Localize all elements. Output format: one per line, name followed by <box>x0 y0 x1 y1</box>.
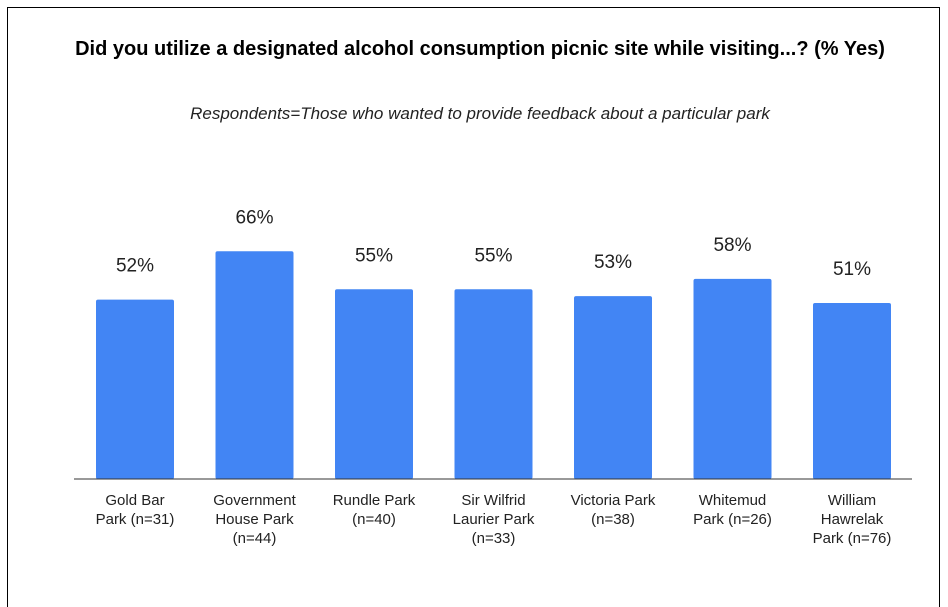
x-tick-label-4: Victoria Park (n=38) <box>571 492 656 528</box>
x-tick-line: (n=44) <box>233 530 277 547</box>
bar-chart: 52% 66% 55% 55% 53% 58% 51% Gold Bar Park (n=31… <box>74 207 912 547</box>
bar-1 <box>215 251 294 479</box>
x-tick-line: (n=40) <box>352 511 396 528</box>
x-tick-line: (n=38) <box>591 511 635 528</box>
x-tick-line: Park (n=26) <box>693 511 772 528</box>
x-tick-line: Hawrelak <box>821 511 884 528</box>
x-tick-line: (n=33) <box>472 530 516 547</box>
x-tick-line: Laurier Park <box>453 511 535 528</box>
x-tick-line: Victoria Park <box>571 492 656 509</box>
data-label-5: 58% <box>713 235 751 256</box>
x-tick-line: Park (n=76) <box>813 530 892 547</box>
x-tick-line: William <box>828 492 876 509</box>
x-tick-line: Sir Wilfrid <box>461 492 525 509</box>
x-tick-label-5: Whitemud Park (n=26) <box>693 492 772 528</box>
x-tick-line: Government <box>213 492 296 509</box>
bar-5 <box>693 278 772 479</box>
chart-frame <box>7 7 940 607</box>
data-label-2: 55% <box>355 245 393 266</box>
x-tick-line: Gold Bar <box>105 492 164 509</box>
x-tick-line: Park (n=31) <box>96 511 175 528</box>
data-label-1: 66% <box>235 207 273 228</box>
x-tick-label-0: Gold Bar Park (n=31) <box>96 492 175 528</box>
x-tick-label-2: Rundle Park (n=40) <box>333 492 416 528</box>
bar-0 <box>96 299 174 479</box>
x-tick-label-3: Sir Wilfrid Laurier Park (n=33) <box>453 492 535 547</box>
chart-title: Did you utilize a designated alcohol con… <box>75 38 885 60</box>
x-tick-line: Whitemud <box>699 492 767 509</box>
bar-6 <box>813 303 891 479</box>
bar-3 <box>454 289 533 479</box>
data-label-3: 55% <box>474 245 512 266</box>
bar-2 <box>335 289 413 479</box>
x-tick-label-1: Government House Park (n=44) <box>213 492 296 547</box>
data-label-4: 53% <box>594 252 632 273</box>
x-tick-label-6: William Hawrelak Park (n=76) <box>813 492 892 547</box>
chart-subtitle: Respondents=Those who wanted to provide … <box>190 104 770 123</box>
x-tick-line: Rundle Park <box>333 492 416 509</box>
data-label-0: 52% <box>116 256 154 277</box>
x-tick-line: House Park <box>215 511 294 528</box>
data-label-6: 51% <box>833 259 871 280</box>
bar-4 <box>574 296 652 479</box>
